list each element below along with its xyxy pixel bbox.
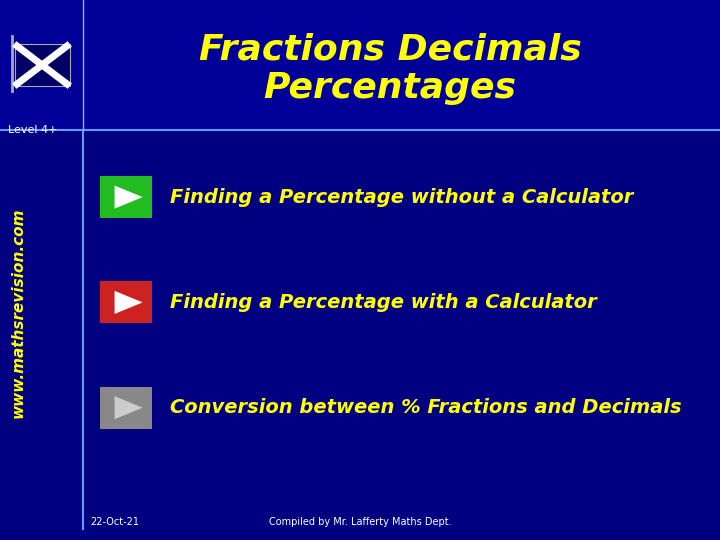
Bar	[100, 281, 152, 323]
Text: Finding a Percentage without a Calculator: Finding a Percentage without a Calculato…	[170, 187, 634, 207]
Polygon shape	[114, 291, 143, 314]
Bar	[100, 387, 152, 429]
Bar	[15, 44, 70, 86]
Text: Finding a Percentage with a Calculator: Finding a Percentage with a Calculator	[170, 293, 597, 312]
Text: Conversion between % Fractions and Decimals: Conversion between % Fractions and Decim…	[170, 398, 682, 417]
Text: 22-Oct-21: 22-Oct-21	[90, 517, 139, 527]
Bar	[0, 0, 720, 130]
Text: Level 4+: Level 4+	[8, 125, 58, 135]
Text: Compiled by Mr. Lafferty Maths Dept.: Compiled by Mr. Lafferty Maths Dept.	[269, 517, 451, 527]
Text: www.mathsrevision.com: www.mathsrevision.com	[11, 208, 25, 418]
Bar	[100, 176, 152, 218]
Polygon shape	[114, 396, 143, 419]
Polygon shape	[114, 186, 143, 208]
Text: Fractions Decimals: Fractions Decimals	[199, 33, 581, 67]
Text: Percentages: Percentages	[264, 71, 516, 105]
